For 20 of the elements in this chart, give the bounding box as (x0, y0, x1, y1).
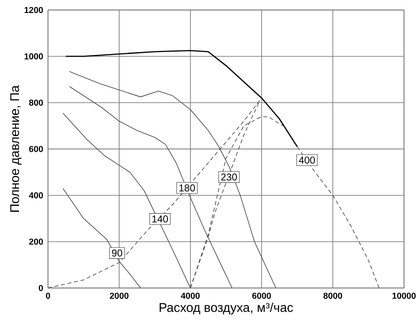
y-tick-label: 600 (29, 146, 43, 152)
y-tick-label: 200 (29, 238, 43, 245)
y-tick-label: 1000 (24, 53, 43, 60)
annotation: 140 (152, 215, 168, 223)
x-tick-label: 4000 (180, 292, 200, 299)
x-tick-label: 10000 (392, 292, 416, 299)
y-tick-label: 400 (28, 192, 43, 198)
y-tick-label: 1200 (24, 6, 43, 14)
y-tick-label: 800 (29, 100, 43, 106)
x-tick-label: 8000 (323, 292, 342, 299)
annotation: 180 (179, 184, 195, 192)
annotation: 400 (298, 156, 315, 164)
y-axis-title: Полное давление, Па (10, 85, 22, 212)
annotation: 90 (112, 249, 122, 257)
x-tick-label: 0 (46, 292, 50, 299)
annotation: 230 (221, 173, 237, 181)
x-tick-label: 2000 (110, 292, 128, 299)
x-tick-label: 6000 (252, 292, 271, 299)
y-tick-label: 0 (38, 284, 43, 292)
x-axis-title: Расход воздуха, м³/час (160, 302, 293, 314)
